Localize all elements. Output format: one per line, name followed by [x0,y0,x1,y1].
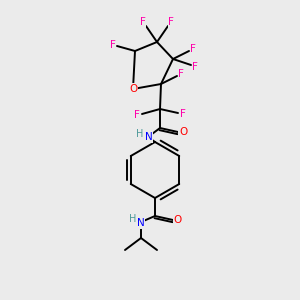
Text: H: H [136,129,144,139]
Text: O: O [179,127,187,137]
Text: F: F [178,69,184,79]
Text: F: F [192,62,198,72]
Text: N: N [137,218,145,228]
Text: O: O [129,84,137,94]
Text: N: N [145,132,153,142]
Text: F: F [134,110,140,120]
Text: F: F [110,40,116,50]
Text: F: F [140,17,146,27]
Text: O: O [174,215,182,225]
Text: F: F [190,44,196,54]
Text: F: F [168,17,174,27]
Text: F: F [180,109,186,119]
Text: H: H [129,214,137,224]
